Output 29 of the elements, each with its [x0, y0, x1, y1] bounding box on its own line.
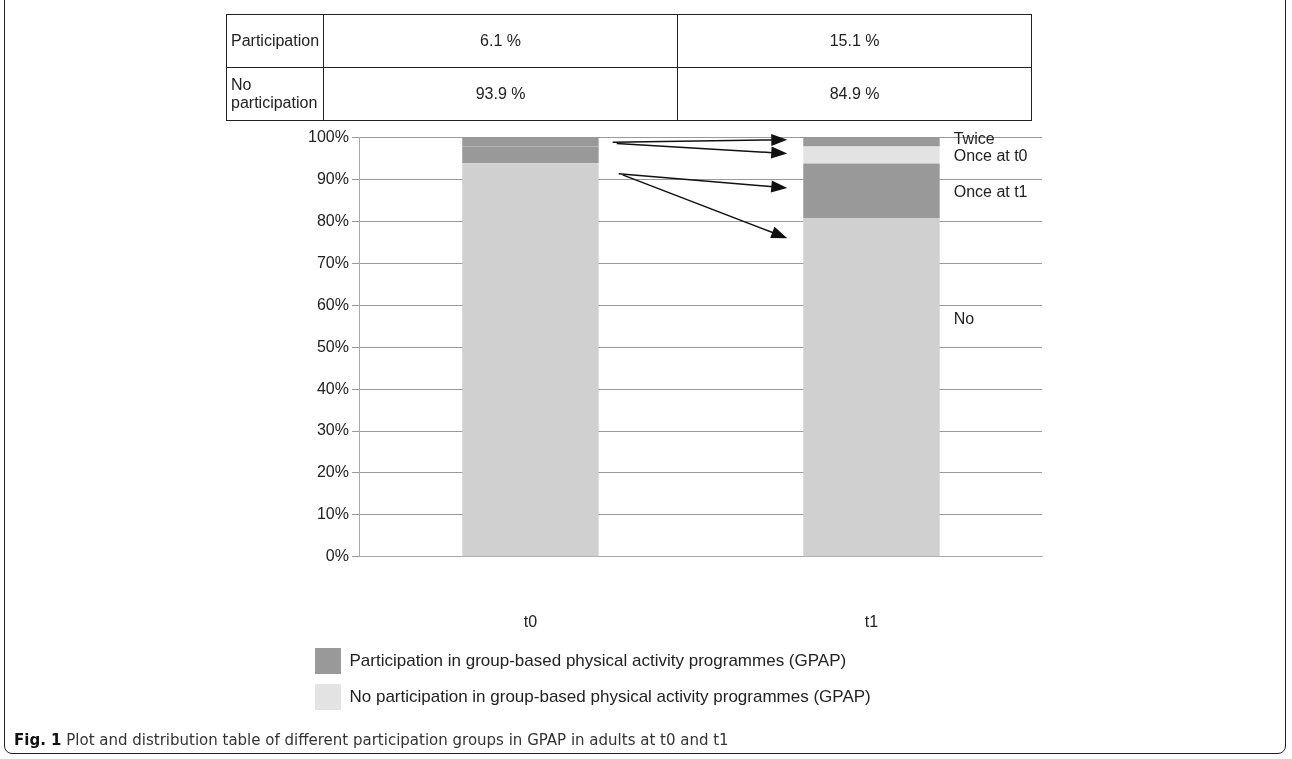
y-tick-label: 10%	[316, 505, 349, 523]
y-tick-label: 90%	[316, 169, 349, 187]
annotation: Once at t0	[953, 147, 1028, 165]
y-tick-label: 40%	[316, 379, 349, 397]
text: 93.9 %	[323, 67, 678, 121]
x-tick-label: t1	[864, 612, 879, 630]
bar	[462, 163, 599, 557]
y-tick-label: 100%	[308, 128, 349, 146]
annotation: Once at t1	[953, 183, 1028, 201]
y-tick-label: 20%	[316, 463, 349, 481]
y-tick-label: 0%	[325, 547, 349, 565]
bar	[803, 146, 940, 164]
y-tick-label: 30%	[316, 421, 349, 439]
y-tick-label: 50%	[316, 337, 349, 355]
y-tick-label: 80%	[316, 211, 349, 229]
text: 6.1 %	[323, 14, 678, 68]
bar	[803, 218, 940, 557]
legend-label: Participation in group-based physical activity programmes (GPAP)	[349, 650, 847, 670]
legend-label: No participation in group-based physical activity programmes (GPAP)	[349, 686, 871, 706]
annotation: No	[953, 309, 975, 327]
text: No participation	[226, 67, 324, 121]
caption: Fig. 1 Plot and distribution table of different participation groups in GPAP in adults at t0 and t1	[14, 731, 729, 749]
text: 84.9 %	[677, 67, 1032, 121]
x-tick-label: t0	[523, 612, 538, 630]
text: 15.1 %	[677, 14, 1032, 68]
y-tick-label: 70%	[316, 253, 349, 271]
annotation: Twice	[953, 130, 995, 148]
y-tick-label: 60%	[316, 295, 349, 313]
text: Participation	[226, 14, 324, 68]
